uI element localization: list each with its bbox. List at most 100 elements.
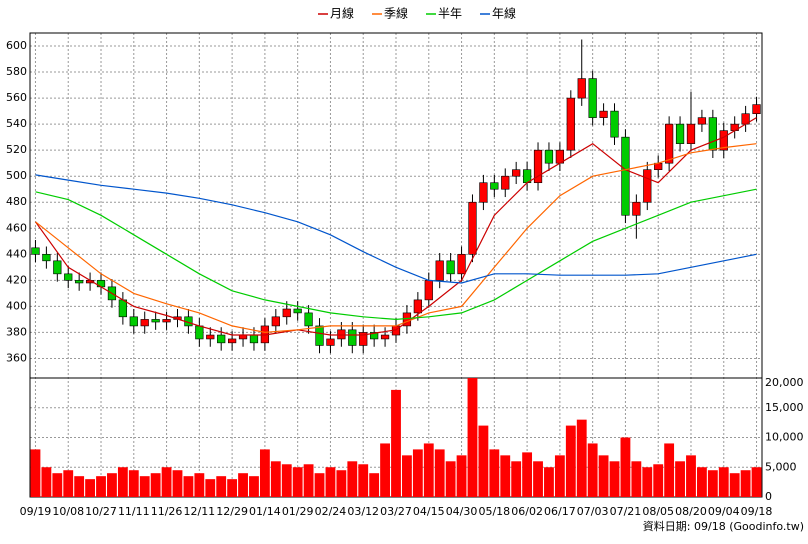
volume-bar xyxy=(467,378,478,497)
volume-bar xyxy=(314,473,325,497)
x-tick-label: 01/14 xyxy=(249,505,281,518)
x-tick-label: 12/11 xyxy=(183,505,215,518)
volume-bar xyxy=(423,443,434,497)
candle-body xyxy=(752,104,761,115)
volume-bar xyxy=(194,473,205,497)
x-tick-label: 01/29 xyxy=(282,505,314,518)
y2-tick-label: 0 xyxy=(765,490,772,503)
candle-body xyxy=(512,169,521,177)
x-tick-label: 05/18 xyxy=(478,505,510,518)
volume-bar xyxy=(128,470,139,497)
y-tick-label: 400 xyxy=(6,299,27,312)
volume-bar xyxy=(522,452,533,497)
x-tick-label: 07/21 xyxy=(610,505,642,518)
volume-bar xyxy=(249,476,259,497)
volume-bar xyxy=(664,443,675,497)
candle-body xyxy=(304,312,313,327)
candle-body xyxy=(479,182,488,203)
volume-bar xyxy=(587,443,598,497)
x-tick-label: 11/11 xyxy=(118,505,150,518)
volume-bar xyxy=(380,443,390,497)
volume-bar xyxy=(412,449,423,497)
volume-bar xyxy=(347,461,358,497)
x-tick-label: 12/29 xyxy=(216,505,248,518)
volume-bar xyxy=(675,461,685,497)
volume-bar xyxy=(489,449,500,497)
candle-body xyxy=(490,182,499,190)
volume-bar xyxy=(533,461,543,497)
volume-bar xyxy=(369,473,380,497)
volume-bar xyxy=(718,467,729,497)
x-tick-label: 04/15 xyxy=(413,505,445,518)
x-tick-label: 02/24 xyxy=(315,505,347,518)
x-tick-label: 03/12 xyxy=(347,505,379,518)
volume-bar xyxy=(336,470,347,497)
x-tick-label: 04/30 xyxy=(446,505,478,518)
volume-bar xyxy=(270,461,281,497)
volume-bar xyxy=(96,476,106,497)
legend-label: 季線 xyxy=(384,6,408,21)
volume-bar xyxy=(205,479,216,497)
y-tick-label: 600 xyxy=(6,39,27,52)
volume-bar xyxy=(598,455,609,497)
candle-body xyxy=(566,97,575,151)
y-tick-label: 360 xyxy=(6,351,27,364)
y-tick-label: 560 xyxy=(6,91,27,104)
volume-bar xyxy=(227,479,238,497)
volume-bar xyxy=(653,464,664,497)
x-tick-label: 10/27 xyxy=(85,505,117,518)
candle-body xyxy=(282,308,291,318)
candle-body xyxy=(468,201,477,255)
volume-bar xyxy=(434,449,445,497)
volume-bar xyxy=(292,467,303,497)
y2-tick-label: 5,000 xyxy=(765,460,797,473)
x-tick-label: 11/26 xyxy=(151,505,183,518)
volume-bar xyxy=(707,470,718,497)
candle-body xyxy=(162,319,171,323)
volume-bar xyxy=(456,455,467,497)
x-tick-label: 03/27 xyxy=(380,505,412,518)
volume-bar xyxy=(259,449,270,497)
y-tick-label: 580 xyxy=(6,65,27,78)
volume-bar xyxy=(620,437,631,497)
volume-bar xyxy=(107,473,117,497)
volume-bar xyxy=(576,419,587,497)
x-tick-label: 09/04 xyxy=(708,505,740,518)
volume-bar xyxy=(500,455,511,497)
ma-line xyxy=(35,117,757,336)
candle-body xyxy=(643,169,652,203)
candle-body xyxy=(370,332,379,340)
candle-body xyxy=(610,110,619,138)
candle-body xyxy=(129,316,138,327)
candle-body xyxy=(544,149,554,164)
y-tick-label: 540 xyxy=(6,117,27,130)
volume-bar xyxy=(161,467,172,497)
volume-bar xyxy=(150,473,161,497)
legend-label: 月線 xyxy=(330,6,354,21)
candle-body xyxy=(435,260,444,281)
ma-line xyxy=(35,174,757,284)
volume-bar xyxy=(642,467,653,497)
volume-bar xyxy=(183,476,194,497)
x-tick-label: 09/19 xyxy=(20,505,52,518)
volume-bar xyxy=(117,467,128,497)
candle-body xyxy=(118,299,127,318)
candle-body xyxy=(708,117,717,151)
candle-body xyxy=(533,149,543,184)
candle-body xyxy=(227,338,237,344)
volume-bar xyxy=(325,467,336,497)
candle-body xyxy=(53,260,62,275)
ma-line xyxy=(35,143,757,334)
y-tick-label: 420 xyxy=(6,273,27,286)
volume-bar xyxy=(445,461,456,497)
y2-tick-label: 15,000 xyxy=(765,401,804,414)
volume-bar xyxy=(544,467,554,497)
candle-body xyxy=(249,334,259,344)
volume-bar xyxy=(358,464,369,497)
candle-body xyxy=(621,136,630,216)
candle-body xyxy=(719,130,728,151)
legend-label: 半年 xyxy=(438,7,462,21)
candle-body xyxy=(665,123,674,164)
candle-body xyxy=(577,78,586,99)
